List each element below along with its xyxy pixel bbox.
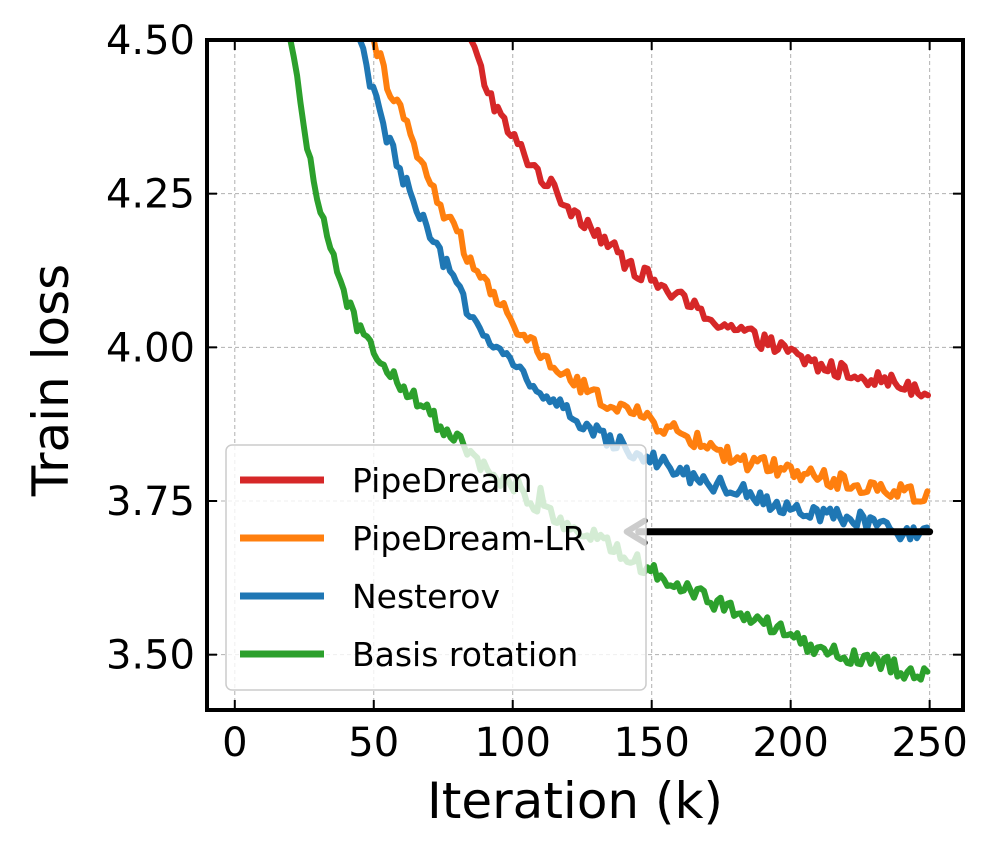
x-tick-label: 150 [614,720,690,766]
y-tick-label: 4.00 [106,325,195,371]
legend: PipeDream PipeDream-LR Nesterov Basis rotat… [225,444,647,691]
axes-layer: 0 50 100 150 200 250 3.50 3.75 4.00 4.25 4.50 Itera… [22,18,968,830]
series-line-pipedream [468,40,931,400]
x-tick-label: 100 [475,720,551,766]
plot-frame [205,38,965,712]
legend-label: PipeDream [352,461,533,500]
series-line-pipedream-lr [370,40,931,505]
y-tick-label: 4.25 [106,172,195,218]
x-tick-label: 250 [891,720,967,766]
legend-box [225,444,647,691]
y-axis-title: Train loss [22,264,80,497]
x-tick-label: 50 [348,720,399,766]
legend-label: Nesterov [352,577,500,616]
y-tick-label: 3.75 [106,479,195,525]
x-tick-label: 200 [752,720,828,766]
legend-label: PipeDream-LR [352,519,586,558]
x-axis-title: Iteration (k) [427,772,723,830]
x-tick-label: 0 [222,720,247,766]
y-tick-label: 3.50 [106,633,195,679]
y-tick-label: 4.50 [106,18,195,64]
legend-label: Basis rotation [352,635,578,674]
